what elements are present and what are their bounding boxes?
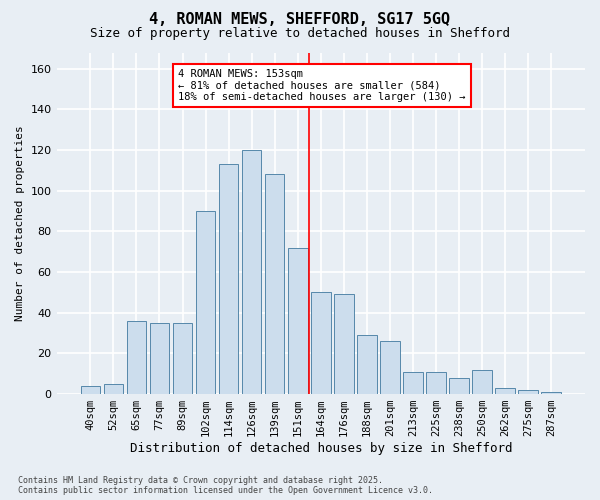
Bar (80, 386, 100, 394)
Bar (449, 378, 469, 394)
Bar (149, 323, 169, 394)
Bar (334, 294, 353, 394)
Bar (104, 384, 123, 394)
Bar (219, 164, 238, 394)
Bar (518, 390, 538, 394)
Text: 4, ROMAN MEWS, SHEFFORD, SG17 5GQ: 4, ROMAN MEWS, SHEFFORD, SG17 5GQ (149, 12, 451, 28)
Bar (380, 341, 400, 394)
Text: Contains HM Land Registry data © Crown copyright and database right 2025.
Contai: Contains HM Land Registry data © Crown c… (18, 476, 433, 495)
Bar (127, 321, 146, 394)
Bar (288, 248, 308, 394)
Bar (265, 174, 284, 394)
Bar (496, 388, 515, 394)
Bar (541, 392, 561, 394)
Bar (311, 292, 331, 394)
Bar (242, 150, 262, 394)
Bar (196, 211, 215, 394)
Bar (472, 370, 492, 394)
Text: Size of property relative to detached houses in Shefford: Size of property relative to detached ho… (90, 28, 510, 40)
Bar (426, 372, 446, 394)
Bar (173, 323, 193, 394)
Bar (357, 335, 377, 394)
X-axis label: Distribution of detached houses by size in Shefford: Distribution of detached houses by size … (130, 442, 512, 455)
Y-axis label: Number of detached properties: Number of detached properties (15, 126, 25, 321)
Bar (403, 372, 423, 394)
Text: 4 ROMAN MEWS: 153sqm
← 81% of detached houses are smaller (584)
18% of semi-deta: 4 ROMAN MEWS: 153sqm ← 81% of detached h… (178, 69, 466, 102)
